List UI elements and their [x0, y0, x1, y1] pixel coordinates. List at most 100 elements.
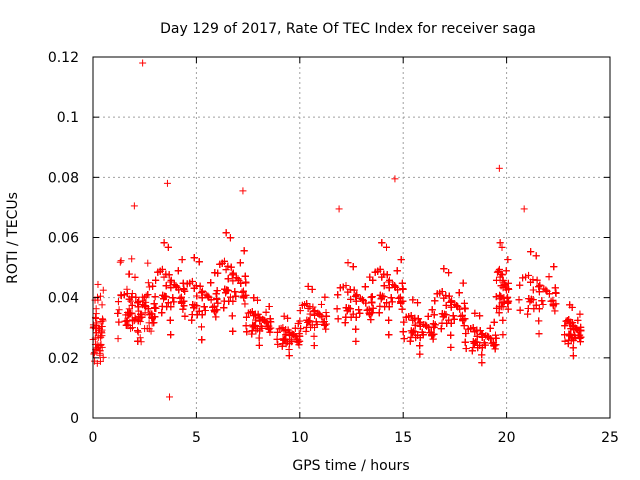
data-point	[162, 270, 170, 278]
data-point	[201, 307, 209, 315]
data-point	[220, 304, 228, 312]
data-point	[391, 282, 399, 290]
data-point	[163, 179, 171, 187]
data-point	[114, 335, 122, 343]
data-point	[368, 299, 376, 307]
data-point	[137, 310, 145, 318]
data-point	[198, 336, 206, 344]
data-point	[242, 322, 250, 330]
data-point	[193, 292, 201, 300]
data-point	[551, 307, 559, 315]
data-point	[229, 269, 237, 277]
y-tick-label: 0.04	[48, 291, 79, 307]
data-point	[139, 297, 147, 305]
data-point	[376, 302, 384, 310]
data-point	[502, 267, 510, 275]
grid	[93, 57, 610, 418]
data-point	[352, 325, 360, 333]
data-point	[393, 267, 401, 275]
data-point	[128, 301, 136, 309]
data-point	[170, 298, 178, 306]
data-point	[148, 314, 156, 322]
data-point	[455, 289, 463, 297]
data-point	[306, 303, 314, 311]
data-point	[399, 328, 407, 336]
data-point	[375, 309, 383, 317]
data-point	[98, 301, 106, 309]
data-point	[138, 293, 146, 301]
data-point	[152, 304, 160, 312]
data-point	[497, 303, 505, 311]
data-point	[486, 324, 494, 332]
data-point	[527, 248, 535, 256]
data-point	[174, 267, 182, 275]
data-point	[99, 315, 107, 323]
data-point	[442, 301, 450, 309]
data-point	[385, 331, 393, 339]
data-point	[150, 319, 158, 327]
data-point	[98, 322, 106, 330]
data-point	[524, 305, 532, 313]
data-point	[491, 345, 499, 353]
data-point	[166, 393, 174, 401]
data-point	[447, 331, 455, 339]
data-point	[115, 306, 123, 314]
data-point	[229, 327, 237, 335]
data-point	[134, 328, 142, 336]
data-point	[127, 325, 135, 333]
data-point	[416, 350, 424, 358]
data-point	[93, 340, 101, 348]
data-point	[90, 349, 98, 357]
data-point	[160, 239, 168, 247]
data-point	[369, 304, 377, 312]
data-point	[304, 282, 312, 290]
data-point	[576, 310, 584, 318]
data-point	[134, 317, 142, 325]
data-point	[478, 359, 486, 367]
data-point	[450, 315, 458, 323]
data-point	[459, 279, 467, 287]
data-point	[158, 309, 166, 317]
data-point	[93, 319, 101, 327]
data-point	[438, 319, 446, 327]
data-point	[138, 313, 146, 321]
data-point	[179, 305, 187, 313]
data-point	[161, 292, 169, 300]
data-point	[308, 285, 316, 293]
x-tick-label: 20	[498, 430, 516, 446]
data-point	[226, 234, 234, 242]
data-point	[391, 175, 399, 183]
data-point	[167, 331, 175, 339]
data-point	[496, 239, 504, 247]
data-point	[347, 295, 355, 303]
data-point	[120, 291, 128, 299]
data-point	[117, 292, 125, 300]
data-point	[296, 337, 304, 345]
data-point	[341, 319, 349, 327]
data-point	[255, 334, 263, 342]
data-point	[490, 318, 498, 326]
data-point	[569, 352, 577, 360]
data-point	[200, 303, 208, 311]
data-point	[552, 289, 560, 297]
data-point	[385, 316, 393, 324]
data-point	[139, 59, 147, 67]
data-point	[224, 262, 232, 270]
data-point	[400, 335, 408, 343]
data-point	[499, 316, 507, 324]
data-point	[255, 341, 263, 349]
data-point	[167, 303, 175, 311]
data-point	[142, 292, 150, 300]
data-point	[535, 317, 543, 325]
data-point	[96, 292, 104, 300]
data-point	[383, 243, 391, 251]
data-point	[453, 301, 461, 309]
data-point	[134, 299, 142, 307]
data-point	[98, 328, 106, 336]
data-point	[424, 312, 432, 320]
data-point	[176, 294, 184, 302]
data-point	[164, 299, 172, 307]
data-point	[97, 334, 105, 342]
x-tick-label: 15	[394, 430, 412, 446]
data-point	[166, 278, 174, 286]
